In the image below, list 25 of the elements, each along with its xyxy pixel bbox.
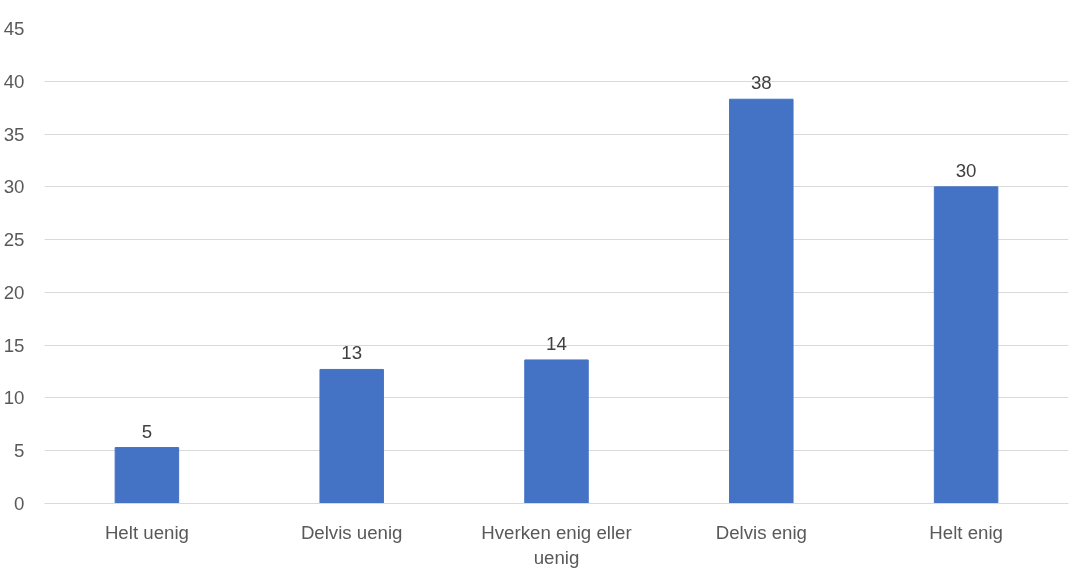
bar (729, 98, 794, 504)
y-tick-label: 30 (3, 176, 25, 198)
data-label: 5 (141, 420, 153, 442)
data-label: 14 (546, 332, 567, 354)
x-tick-label: Hverken enig eller uenig (481, 521, 632, 568)
x-tick-label: Helt uenig (104, 521, 189, 543)
y-tick-label: 35 (3, 123, 25, 145)
x-tick-label: Delvis uenig (300, 521, 403, 543)
y-tick-label: 25 (3, 229, 25, 251)
y-tick-label: 45 (3, 18, 25, 39)
y-tick-label: 10 (3, 387, 25, 409)
y-tick-label: 40 (3, 70, 25, 92)
y-tick-label: 0 (14, 493, 25, 514)
x-tick-label: Helt enig (929, 521, 1003, 543)
y-tick-label: 20 (3, 281, 25, 303)
data-label: 30 (955, 159, 977, 181)
y-tick-label: 5 (14, 440, 25, 462)
bar (524, 359, 589, 504)
data-label: 38 (750, 72, 772, 94)
bar (114, 447, 180, 504)
bar (319, 368, 384, 504)
y-tick-label: 15 (3, 334, 25, 356)
data-label: 13 (341, 342, 363, 364)
bar (933, 186, 999, 504)
x-tick-label: Delvis enig (715, 521, 807, 543)
